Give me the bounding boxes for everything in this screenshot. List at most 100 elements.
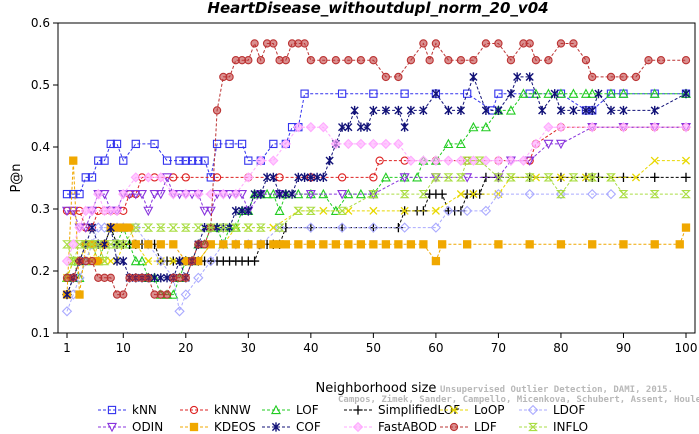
legend-label-kdeos: KDEOS (214, 420, 256, 434)
data-point-ldof (155, 255, 166, 267)
data-point-knn (494, 89, 503, 98)
data-point-fastabod (230, 188, 241, 200)
data-point-inflo (62, 240, 72, 249)
data-point-ldf (244, 56, 253, 65)
data-point-ldof (587, 188, 598, 200)
legend-item-knnw: kNNW (180, 403, 251, 417)
data-point-fastabod (68, 239, 79, 250)
chart-title: HeartDisease_withoutdupl_norm_20_v04 (207, 0, 548, 17)
data-point-knn (369, 89, 378, 98)
data-point-ldf (656, 56, 666, 65)
data-point-cof (394, 105, 403, 116)
data-point-inflo (193, 223, 204, 232)
data-point-cof (237, 206, 247, 216)
data-point-kdeos (369, 240, 378, 249)
data-point-odin (462, 173, 473, 183)
data-point-kdeos (494, 240, 503, 249)
data-point-ldf (444, 56, 453, 65)
data-point-lof (605, 88, 616, 98)
data-point-fastabod (455, 155, 467, 166)
data-point-odin (68, 206, 79, 217)
legend-marker-fastabod (352, 421, 364, 433)
legend-label-fastabod: FastABOD (378, 420, 437, 434)
plot-area (61, 39, 692, 317)
data-point-ldof (368, 222, 379, 233)
data-point-inflo (87, 240, 97, 249)
data-point-kdeos (588, 240, 597, 249)
data-point-kdeos (131, 240, 140, 249)
data-point-cof (481, 105, 491, 116)
data-point-ldf (119, 290, 128, 299)
data-point-ldf (381, 72, 391, 82)
data-point-ldf (212, 106, 222, 115)
data-point-simplifiedlof (437, 189, 447, 199)
data-point-knn (194, 156, 203, 165)
data-point-fastabod (130, 172, 141, 183)
data-point-cof (569, 105, 578, 116)
data-point-odin (137, 189, 148, 200)
data-point-cof (275, 189, 284, 199)
data-point-lof (443, 138, 454, 149)
data-point-lof (380, 172, 391, 182)
data-point-fastabod (443, 155, 454, 166)
data-point-cof (269, 172, 278, 182)
legend: kNN kNNW LOF SimplifiedLOF LoOP LDOF ODIN KDEOS… (98, 403, 588, 434)
data-point-fastabod (355, 138, 367, 150)
data-point-ldof (174, 306, 185, 317)
data-point-kdeos (381, 240, 391, 249)
data-point-ldf (469, 56, 478, 65)
data-point-knn (75, 189, 84, 199)
data-point-cof (294, 172, 303, 182)
x-tick-label: 90 (616, 341, 631, 355)
data-point-fastabod (318, 121, 329, 133)
data-point-lof (568, 88, 579, 98)
data-point-kdeos (356, 240, 366, 249)
data-point-inflo (130, 223, 141, 232)
data-point-inflo (180, 223, 191, 232)
data-point-fastabod (93, 188, 104, 200)
data-point-fastabod (493, 155, 504, 166)
data-point-inflo (399, 189, 410, 199)
data-point-knnw (181, 173, 190, 182)
data-point-simplifiedlof (650, 172, 660, 182)
data-point-fastabod (193, 188, 204, 200)
data-point-ldf (581, 56, 591, 65)
legend-item-knn: kNN (98, 403, 157, 417)
credit-line-1: Unsupervised Outlier Detection, DAMI, 20… (440, 384, 673, 395)
data-point-inflo (587, 173, 598, 182)
y-axis: 0.1 0.2 0.3 0.4 0.5 0.6 (31, 16, 58, 340)
data-point-ldf (69, 273, 78, 282)
data-point-cof (256, 189, 265, 199)
data-point-inflo (493, 173, 504, 182)
data-point-inflo (143, 223, 154, 232)
data-point-cof (156, 273, 165, 283)
data-point-kdeos (244, 240, 253, 249)
data-point-knn (94, 156, 103, 165)
data-point-cof (100, 239, 109, 249)
legend-marker-simplifiedlof (353, 405, 363, 415)
data-point-odin (61, 206, 73, 217)
data-point-fastabod (218, 188, 229, 200)
data-point-kdeos (306, 240, 315, 249)
data-point-cof (306, 172, 315, 182)
data-point-ldf (619, 72, 628, 82)
data-point-cof (369, 105, 378, 116)
series-line-inflo (66, 160, 686, 263)
data-point-odin (543, 139, 554, 150)
y-tick-label: 0.5 (31, 78, 50, 92)
x-tick-label: 60 (428, 341, 443, 355)
data-point-inflo (243, 223, 254, 232)
legend-label-odin: ODIN (132, 420, 163, 434)
data-point-inflo (568, 173, 579, 182)
data-point-ldf (356, 56, 366, 65)
data-point-ldf (494, 39, 503, 48)
data-point-fastabod (343, 138, 354, 150)
data-point-kdeos (256, 240, 265, 249)
data-point-ldf (681, 56, 691, 65)
legend-marker-knn (107, 405, 117, 415)
data-point-cof (469, 72, 478, 82)
data-point-ldf (200, 240, 209, 249)
legend-item-ldf: LDF (440, 420, 497, 434)
data-point-inflo (337, 206, 348, 216)
data-point-inflo (649, 189, 660, 199)
